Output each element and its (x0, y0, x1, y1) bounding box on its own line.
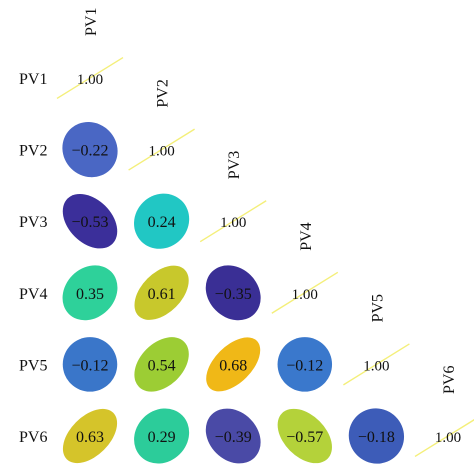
cell-pv5-pv2-ellipse (134, 337, 189, 392)
cell-pv5-pv5-value: 1.00 (363, 358, 389, 374)
cell-pv5-pv4-ellipse (277, 337, 333, 392)
cell-pv4-pv4-value: 1.00 (292, 287, 318, 303)
column-label-pv3: PV3 (226, 151, 243, 179)
cell-pv6-pv2-value: 0.29 (148, 429, 176, 446)
cell-pv6-pv4-value: −0.57 (286, 429, 323, 446)
cell-pv5-pv4-value: −0.12 (286, 357, 323, 374)
cell-pv6-pv6-value: 1.00 (435, 430, 461, 446)
cell-pv3-pv1-ellipse (62, 193, 118, 249)
cell-pv5-pv3-ellipse (206, 337, 261, 392)
cell-pv1-pv1-value: 1.00 (77, 72, 103, 88)
cell-pv4-pv1-value: 0.35 (76, 286, 104, 303)
cell-pv5-pv2-value: 0.54 (148, 357, 176, 374)
cell-pv3-pv2-ellipse (134, 193, 190, 249)
cell-pv6-pv2-ellipse (134, 408, 190, 464)
cell-pv4-pv2-ellipse (134, 265, 189, 320)
column-label-pv4: PV4 (298, 222, 315, 250)
cell-pv6-pv1-value: 0.63 (76, 429, 104, 446)
cell-pv3-pv3-line (199, 200, 267, 243)
row-label-pv1: PV1 (19, 71, 47, 88)
cell-pv3-pv2-value: 0.24 (148, 214, 176, 231)
row-label-pv3: PV3 (19, 214, 47, 231)
cell-pv6-pv1-ellipse (62, 408, 118, 464)
column-label-pv5: PV5 (369, 294, 386, 322)
column-label-pv6: PV6 (441, 366, 458, 394)
cell-pv6-pv3-value: −0.39 (215, 429, 252, 446)
cell-pv6-pv5-ellipse (348, 408, 405, 464)
cell-pv6-pv3-ellipse (205, 408, 261, 464)
cell-pv6-pv6-line (414, 419, 474, 458)
cell-pv2-pv1-value: −0.22 (71, 143, 108, 160)
row-label-pv6: PV6 (19, 429, 47, 446)
cell-pv3-pv3-value: 1.00 (220, 215, 246, 231)
cell-pv3-pv1-value: −0.53 (71, 214, 108, 231)
cell-pv2-pv2-line (128, 128, 195, 171)
column-label-pv1: PV1 (83, 8, 100, 36)
cell-pv2-pv2-value: 1.00 (148, 144, 174, 160)
cell-pv6-pv5-value: −0.18 (358, 429, 395, 446)
cell-pv4-pv2-value: 0.61 (148, 286, 176, 303)
cell-pv5-pv1-value: −0.12 (71, 357, 108, 374)
cell-pv4-pv3-ellipse (205, 265, 261, 321)
cell-pv2-pv1-ellipse (62, 122, 118, 178)
cell-pv5-pv5-line (343, 343, 410, 386)
cell-pv1-pv1-line (56, 56, 124, 100)
row-label-pv2: PV2 (19, 143, 47, 160)
cell-pv4-pv1-ellipse (62, 265, 118, 321)
column-label-pv2: PV2 (155, 79, 172, 107)
cell-pv4-pv4-line (271, 271, 339, 314)
cell-pv5-pv1-ellipse (62, 337, 118, 392)
cell-pv4-pv3-value: −0.35 (215, 286, 252, 303)
cell-pv5-pv3-value: 0.68 (219, 357, 247, 374)
row-label-pv5: PV5 (19, 357, 47, 374)
row-label-pv4: PV4 (19, 286, 47, 303)
cell-pv6-pv4-ellipse (277, 408, 332, 464)
